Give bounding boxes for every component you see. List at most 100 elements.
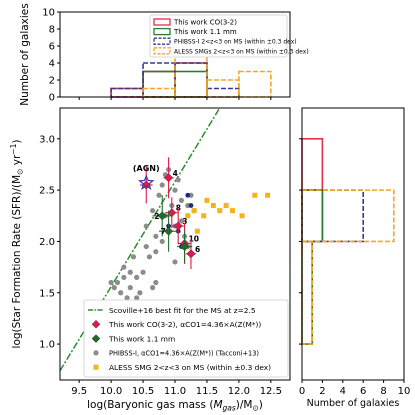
right-hist-bar [301,137,324,191]
top-hist-bar [174,62,208,98]
right-hist-xtick-label: 4 [340,386,346,397]
right-hist-xtick-label: 10 [398,386,411,397]
phibss-point [111,285,117,291]
phibss-point [137,290,143,296]
top-hist-legend-label: PHIBSS-I 2<z<3 on MS (within ±0.3 dex) [174,39,297,46]
top-hist-bar [110,87,144,98]
right-hist-xtick-label: 8 [380,386,386,397]
aless-square [191,208,197,214]
phibss-point [150,285,156,291]
main-legend: Scoville+16 best fit for the MS at z=2.5… [83,299,289,378]
legend-swatch-square [93,364,99,370]
main-legend-label: Scoville+16 best fit for the MS at z=2.5 [109,306,256,315]
co32-diamond [164,173,174,183]
agn-annotation: (AGN) [133,164,160,173]
right-hist-bar [301,240,313,345]
top-hist-bar [206,87,240,98]
navy-point [185,192,191,198]
main-plot-area: 48310627 [60,108,271,372]
aless-square [217,208,223,214]
right-hist-xlabel: Number of galaxies [307,398,400,409]
right-hist-bar [301,240,313,345]
top-hist-legend-swatch [153,37,171,45]
co32-diamond [173,221,183,231]
main-legend-label: ALESS SMG 2<z<3 on MS (within ±0.3 dex) [109,363,271,372]
main-ytick-label: 1.0 [39,340,55,351]
right-hist-xtick-label: 6 [360,386,366,397]
phibss-point [118,290,124,296]
aless-square [223,203,229,209]
phibss-point [178,197,184,203]
right-hist-bar [301,189,395,243]
top-hist-legend-box [149,14,288,58]
phibss-point [172,259,178,265]
right-hist-series-2 [301,189,365,345]
top-hist-frame [59,11,291,98]
top-hist-bar [142,70,176,98]
navy-point [188,203,194,208]
right-hist-xtick-label: 0 [299,386,305,397]
top-hist-legend-label: This work 1.1 mm [173,28,237,36]
phibss-point [146,254,153,260]
legend-swatch-diamond [91,334,101,343]
right-hist-bar [301,189,365,243]
phibss-point [159,182,165,188]
right-hist-frame [301,107,405,381]
legend-swatch-diamond [91,320,101,329]
main-xtick-label: 10.5 [132,386,154,397]
main-scatter: 48310627(AGN)9.510.010.511.011.512.012.5… [9,108,289,413]
mm11-diamond [164,226,174,236]
mm11-diamond [157,211,167,221]
phibss-point [114,279,121,286]
phibss-point [172,187,178,193]
right-hist-bar [301,189,324,243]
main-xtick-label: 11.0 [164,386,186,397]
phibss-point [108,279,114,286]
mm11-point-label: 7 [161,227,166,236]
main-ytick-label: 3.0 [39,134,55,145]
aless-square [194,228,200,234]
phibss-point [134,295,140,301]
top-hist-bar [142,62,176,98]
top-hist-bar [110,87,144,98]
right-hist-xtick-label: 2 [319,386,325,397]
phibss-point [140,269,146,275]
main-xtick-label: 12.0 [228,386,250,397]
phibss-point [134,274,140,280]
main-legend-label: This work 1.1 mm [108,334,175,343]
top-hist-ylabel: Number of galaxies [19,3,31,106]
agn-star [138,174,155,190]
right-hist-bar [301,240,313,345]
ms-fit-line [60,108,221,372]
main-legend-label: This work CO(3-2), αCO1=4.36×A(Z(M*)) [108,320,261,329]
main-xtick-label: 9.5 [71,386,87,397]
main-legend-box [83,299,289,378]
top-hist-legend-swatch [153,27,171,36]
top-hist-legend: This work CO(3-2)This work 1.1 mm PHIBSS-… [149,14,309,58]
aless-square [265,192,271,198]
top-hist-legend-swatch [153,18,171,26]
top-hist-bar [238,70,272,98]
main-ytick-label: 1.5 [39,288,55,299]
aless-square [210,203,216,209]
main-ytick-label: 2.0 [39,237,55,248]
main-legend-label: PHIBSS-I, αCO1=4.36×A(Z(M*)) (Tacconi+13… [109,350,259,358]
aless-square [185,213,191,219]
phibss-point [178,218,184,224]
top-histogram: 0 2 4 6 8 10 Number of galaxies This work CO(3-… [19,3,309,106]
co32-point-label: 10 [189,234,199,243]
top-hist-bar [174,53,208,98]
aless-square [230,208,235,214]
co32-point-label: 3 [182,217,187,226]
phibss-point [127,269,133,275]
top-hist-series-0 [110,62,208,98]
aless-square [252,192,258,198]
top-hist-legend-label: This work CO(3-2) [173,19,237,27]
phibss-point [150,208,156,214]
main-ylabel: log(Star Formation Rate (SFR)/(M⊙ yr−1) [9,140,25,349]
mm11-point-label: 2 [154,212,159,221]
top-hist-ytick-label: 8 [49,25,55,36]
main-xtick-label: 12.5 [260,386,282,397]
